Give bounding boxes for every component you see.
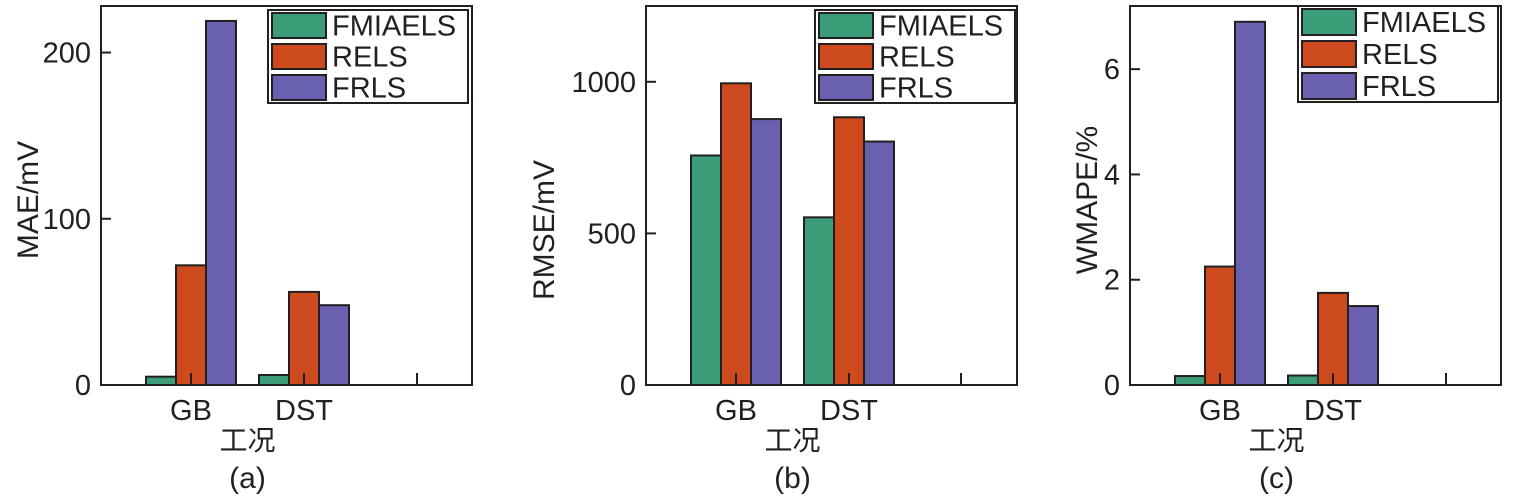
bar-frls-dst	[1347, 305, 1379, 386]
legend-label-rels: RELS	[1362, 39, 1438, 71]
bar-fmiaels-gb	[1174, 375, 1206, 387]
bar-rels-gb	[720, 82, 752, 386]
y-tick-label: 500	[588, 218, 636, 250]
bar-frls-dst	[863, 140, 895, 386]
y-tick-label: 100	[43, 204, 91, 236]
legend-label-rels: RELS	[879, 42, 955, 74]
plot-frame	[100, 5, 473, 386]
bar-rels-dst	[1317, 291, 1349, 387]
panel-caption: (c)	[1259, 462, 1294, 495]
bar-fmiaels-gb	[690, 154, 722, 386]
legend-swatch-fmiaels	[1301, 8, 1357, 36]
panel-caption: (a)	[229, 462, 266, 495]
bar-rels-gb	[175, 264, 207, 387]
y-tick-label: 4	[1104, 159, 1120, 191]
legend-label-frls: FRLS	[879, 73, 953, 105]
legend-swatch-frls	[818, 74, 874, 101]
bar-rels-gb	[1204, 265, 1236, 386]
y-axis-title: MAE/mV	[12, 141, 45, 259]
legend-swatch-frls	[271, 74, 327, 101]
legend-label-frls: FRLS	[332, 73, 406, 105]
bar-frls-gb	[750, 118, 782, 386]
plot-frame	[645, 5, 1018, 386]
x-tick-label-dst: DST	[275, 395, 333, 427]
legend-label-fmiaels: FMIAELS	[1362, 7, 1486, 39]
panel-caption: (b)	[774, 462, 811, 495]
x-tick-label-dst: DST	[1304, 395, 1362, 427]
x-axis-title: 工况	[219, 424, 275, 457]
legend-swatch-rels	[271, 43, 327, 70]
x-tick-label-gb: GB	[715, 395, 757, 427]
x-axis-title: 工况	[1248, 424, 1304, 457]
x-tick-label-gb: GB	[170, 395, 212, 427]
legend-swatch-fmiaels	[818, 12, 874, 39]
bar-fmiaels-dst	[1287, 374, 1319, 386]
y-axis-title: RMSE/mV	[528, 160, 561, 300]
bar-frls-gb	[1234, 20, 1266, 387]
x-tick-label-dst: DST	[820, 395, 878, 427]
y-axis-title: WMAPE/%	[1071, 126, 1104, 274]
x-tick-label-gb: GB	[1199, 395, 1241, 427]
y-tick-label: 0	[75, 370, 91, 402]
bar-rels-dst	[288, 290, 320, 387]
legend-label-frls: FRLS	[1362, 71, 1436, 103]
bar-fmiaels-dst	[258, 374, 290, 386]
y-tick-label: 6	[1104, 54, 1120, 86]
legend-swatch-rels	[818, 43, 874, 70]
y-tick-label: 2	[1104, 265, 1120, 297]
legend-swatch-rels	[1301, 40, 1357, 68]
x-axis-title: 工况	[764, 424, 820, 457]
legend-swatch-frls	[1301, 72, 1357, 100]
bar-frls-dst	[318, 304, 350, 387]
y-tick-label: 0	[620, 370, 636, 402]
bar-fmiaels-gb	[145, 375, 177, 387]
y-tick-label: 200	[43, 38, 91, 70]
legend-label-fmiaels: FMIAELS	[879, 11, 1003, 43]
bar-fmiaels-dst	[803, 216, 835, 386]
y-tick-label: 1000	[571, 67, 636, 99]
legend-label-fmiaels: FMIAELS	[332, 11, 456, 43]
bar-rels-dst	[833, 116, 865, 386]
bar-frls-gb	[205, 19, 237, 386]
legend-swatch-fmiaels	[271, 12, 327, 39]
y-tick-label: 0	[1104, 370, 1120, 402]
legend-label-rels: RELS	[332, 42, 408, 74]
